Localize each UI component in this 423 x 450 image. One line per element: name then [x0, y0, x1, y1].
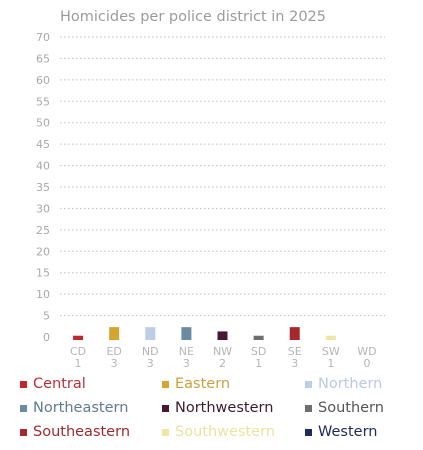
legend-item: Southern	[305, 400, 384, 416]
legend-swatch	[20, 380, 27, 388]
legend-label: Eastern	[175, 376, 231, 392]
bar	[145, 327, 156, 340]
legend-label: Southwestern	[175, 424, 275, 440]
bar-value-label: 1	[75, 357, 82, 370]
legend-label: Southern	[318, 400, 384, 416]
y-tick-label: 70	[36, 31, 50, 44]
chart-title: Homicides per police district in 2025	[60, 9, 327, 25]
bar-value-label: 3	[183, 357, 190, 370]
bar-value-label: 3	[147, 357, 154, 370]
bar-value-label: 1	[255, 357, 262, 370]
y-tick-label: 30	[36, 202, 50, 215]
y-tick-label: 65	[36, 52, 50, 65]
x-tick-label: SW	[322, 345, 340, 358]
x-tick-label: NW	[213, 345, 232, 358]
y-tick-label: 35	[36, 181, 50, 194]
bar-value-label: 2	[219, 357, 226, 370]
bar-value-label: 3	[111, 357, 118, 370]
legend-item: Western	[305, 424, 377, 440]
bar	[253, 335, 264, 340]
x-tick-label: CD	[70, 345, 86, 358]
legend-item: Northeastern	[20, 400, 128, 416]
x-tick-label: SD	[251, 345, 266, 358]
y-tick-label: 45	[36, 138, 50, 151]
legend-item: Central	[20, 376, 86, 392]
x-tick-label: NE	[179, 345, 194, 358]
y-tick-label: 40	[36, 160, 50, 173]
bar	[109, 327, 120, 340]
x-tick-label: WD	[357, 345, 376, 358]
legend-swatch	[305, 404, 312, 412]
legend-label: Southeastern	[33, 424, 131, 440]
bar	[325, 335, 336, 340]
bar	[73, 335, 84, 340]
y-tick-label: 20	[36, 245, 50, 258]
y-tick-label: 15	[36, 267, 50, 280]
y-tick-label: 5	[43, 310, 50, 323]
bar-value-label: 3	[291, 357, 298, 370]
legend-item: Northern	[305, 376, 382, 392]
x-tick-label: ED	[106, 345, 121, 358]
plot-area: 0510152025303540455055606570CD1ED3ND3NE3…	[36, 31, 385, 370]
y-tick-label: 25	[36, 224, 50, 237]
legend-label: Northwestern	[175, 400, 274, 416]
legend: Central Eastern Northern Northeastern Northw…	[0, 376, 423, 450]
legend-label: Northeastern	[33, 400, 129, 416]
legend-swatch	[162, 380, 169, 388]
bar	[289, 327, 300, 340]
legend-item: Northwestern	[162, 400, 273, 416]
legend-swatch	[162, 404, 169, 412]
y-tick-label: 50	[36, 117, 50, 130]
legend-item: Southeastern	[20, 424, 130, 440]
y-tick-label: 0	[43, 331, 50, 344]
legend-swatch	[305, 428, 312, 436]
legend-item: Eastern	[162, 376, 230, 392]
legend-swatch	[20, 404, 27, 412]
legend-swatch	[305, 380, 312, 388]
y-tick-label: 10	[36, 288, 50, 301]
legend-swatch	[20, 428, 27, 436]
legend-label: Central	[33, 376, 86, 392]
x-tick-label: ND	[142, 345, 159, 358]
bar	[217, 331, 228, 340]
legend-swatch	[162, 428, 169, 436]
legend-label: Western	[318, 424, 378, 440]
x-tick-label: SE	[288, 345, 302, 358]
legend-label: Northern	[318, 376, 383, 392]
y-tick-label: 55	[36, 95, 50, 108]
bar	[181, 327, 192, 340]
legend-item: Southwestern	[162, 424, 275, 440]
bar-value-label: 0	[363, 357, 370, 370]
bar-value-label: 1	[327, 357, 334, 370]
y-tick-label: 60	[36, 74, 50, 87]
